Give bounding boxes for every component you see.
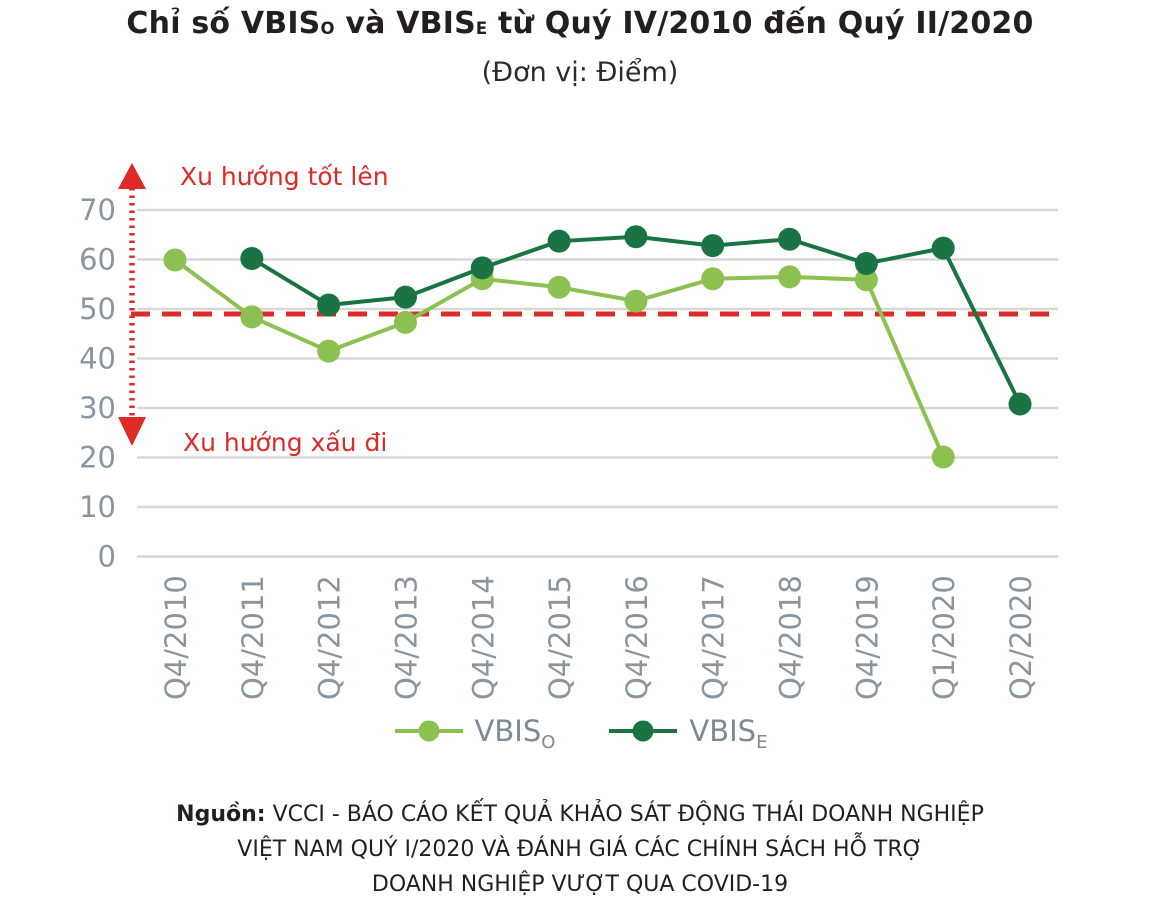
y-tick-label-70: 70 xyxy=(79,193,116,227)
series-vbis-o-point-Q4/2013 xyxy=(393,310,417,334)
y-tick-label-30: 30 xyxy=(79,391,116,425)
chart-subtitle: (Đơn vị: Điểm) xyxy=(481,57,679,88)
series-vbis-o-point-Q4/2012 xyxy=(317,339,341,363)
x-tick-label-Q4/2014: Q4/2014 xyxy=(466,575,500,700)
trend-arrow xyxy=(118,163,146,446)
title-subscript-e: E xyxy=(475,19,488,38)
legend-item-vbis-e: VBISE xyxy=(607,714,768,753)
x-tick-label-Q4/2013: Q4/2013 xyxy=(389,575,423,700)
series-vbis-e-point-Q4/2015 xyxy=(547,229,571,253)
annotation-trend-down: Xu hướng xấu đi xyxy=(183,428,387,457)
series-vbis-o-point-Q4/2018 xyxy=(778,265,802,289)
legend-item-vbis-o: VBISO xyxy=(393,714,556,753)
series-vbis-o-point-Q4/2016 xyxy=(624,289,648,313)
line-chart: 0 10 20 30 40 50 60 70 Xu hướng tốt lên Xu hướng … xyxy=(79,162,1058,700)
series-vbis-o-point-Q4/2017 xyxy=(701,267,725,291)
y-tick-label-60: 60 xyxy=(79,243,116,277)
x-tick-label-Q4/2015: Q4/2015 xyxy=(543,575,577,700)
x-tick-label-Q4/2018: Q4/2018 xyxy=(774,575,808,700)
legend-swatch-vbis-o xyxy=(394,720,463,742)
y-tick-label-50: 50 xyxy=(79,292,116,326)
title-subscript-o: O xyxy=(320,19,335,38)
series-vbis-e-point-Q4/2019 xyxy=(854,251,878,275)
arrow-down-icon xyxy=(118,417,146,446)
title-text: và VBIS xyxy=(334,6,476,41)
y-tick-label-0: 0 xyxy=(98,540,116,574)
series-vbis-e-point-Q4/2016 xyxy=(624,225,648,249)
series-vbis-e-point-Q2/2020 xyxy=(1008,392,1032,416)
source-line: Nguồn: VCCI - BÁO CÁO KẾT QUẢ KHẢO SÁT Đ… xyxy=(176,802,984,827)
source-note: Nguồn: VCCI - BÁO CÁO KẾT QUẢ KHẢO SÁT Đ… xyxy=(0,797,1160,900)
x-tick-label-Q4/2011: Q4/2011 xyxy=(236,575,270,700)
x-tick-label-Q2/2020: Q2/2020 xyxy=(1004,575,1038,700)
legend-label-vbis-o: VBISO xyxy=(474,714,556,753)
series-vbis-e-point-Q4/2011 xyxy=(240,247,264,271)
y-tick-label-10: 10 xyxy=(79,490,116,524)
series-vbis-e-point-Q1/2020 xyxy=(931,236,955,260)
chart-title: Chỉ số VBISO và VBISE từ Quý IV/2010 đến… xyxy=(0,6,1160,41)
series-vbis-o-point-Q4/2019 xyxy=(854,268,878,292)
series-vbis-e-point-Q4/2012 xyxy=(317,293,341,317)
source-line: DOANH NGHIỆP VƯỢT QUA COVID-19 xyxy=(371,872,789,897)
series-vbis-o-point-Q4/2015 xyxy=(547,275,571,299)
x-tick-label-Q4/2010: Q4/2010 xyxy=(159,575,193,700)
x-tick-label-Q4/2017: Q4/2017 xyxy=(697,575,731,700)
x-tick-label-Q1/2020: Q1/2020 xyxy=(927,575,961,700)
chart-legend: VBISO VBISE xyxy=(0,714,1160,753)
legend-swatch-vbis-e xyxy=(609,720,678,742)
title-text: từ Quý IV/2010 đến Quý II/2020 xyxy=(487,6,1034,41)
title-text: Chỉ số VBIS xyxy=(126,6,321,41)
series-vbis-e-point-Q4/2013 xyxy=(393,285,417,309)
series-vbis-o-point-Q1/2020 xyxy=(931,445,955,469)
series-vbis-e-point-Q4/2018 xyxy=(778,227,802,251)
source-line: VIỆT NAM QUÝ I/2020 VÀ ĐÁNH GIÁ CÁC CHÍN… xyxy=(237,837,923,862)
series-vbis-o-point-Q4/2010 xyxy=(163,248,187,272)
annotation-trend-up: Xu hướng tốt lên xyxy=(180,162,389,191)
series-vbis-o-point-Q4/2011 xyxy=(240,305,264,329)
x-tick-label-Q4/2012: Q4/2012 xyxy=(313,575,347,700)
series-vbis-e-line xyxy=(250,234,1022,405)
series-vbis-e-point-Q4/2014 xyxy=(470,256,494,280)
series-vbis-e-point-Q4/2017 xyxy=(701,234,725,258)
source-label: Nguồn: xyxy=(176,802,266,827)
y-tick-label-20: 20 xyxy=(79,441,116,475)
x-tick-label-Q4/2016: Q4/2016 xyxy=(620,575,654,700)
y-tick-label-40: 40 xyxy=(79,342,116,376)
arrow-up-icon xyxy=(118,163,146,189)
x-tick-label-Q4/2019: Q4/2019 xyxy=(850,575,884,700)
legend-label-vbis-e: VBISE xyxy=(689,714,768,753)
